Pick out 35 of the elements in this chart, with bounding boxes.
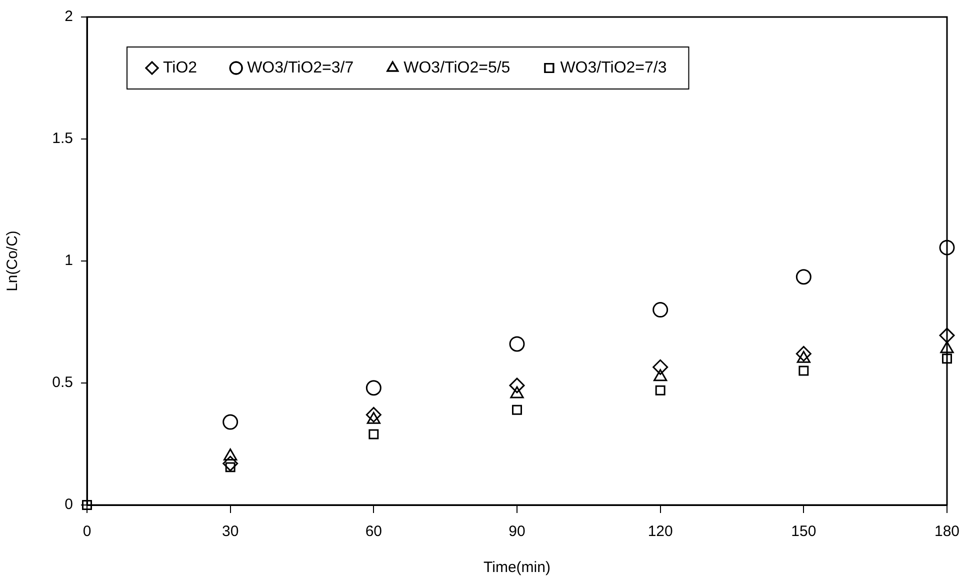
point bbox=[939, 328, 955, 344]
x-tick-label: 90 bbox=[508, 523, 526, 540]
point bbox=[796, 346, 812, 362]
legend-label: WO3/TiO2=3/7 bbox=[247, 59, 354, 76]
point bbox=[366, 406, 382, 422]
point bbox=[796, 269, 812, 285]
point bbox=[512, 404, 522, 415]
y-axis-title: Ln(Co/C) bbox=[4, 230, 22, 292]
point bbox=[942, 354, 952, 364]
point bbox=[509, 336, 525, 352]
point bbox=[368, 429, 379, 440]
y-tick-label: 0.5 bbox=[52, 374, 73, 392]
point bbox=[366, 380, 382, 396]
x-tick-label: 0 bbox=[82, 523, 92, 540]
point bbox=[222, 414, 238, 430]
x-tick-label: 150 bbox=[791, 523, 816, 540]
y-tick-label: 1 bbox=[64, 252, 73, 270]
x-tick-label: 60 bbox=[365, 523, 382, 540]
y-tick-label: 2 bbox=[64, 8, 73, 26]
x-tick-label: 120 bbox=[648, 523, 673, 540]
legend-label: TiO2 bbox=[163, 59, 198, 76]
y-tick-label: 0 bbox=[64, 496, 73, 514]
point bbox=[222, 456, 238, 472]
legend-label: WO3/TiO2=5/5 bbox=[404, 59, 510, 76]
point bbox=[939, 240, 955, 256]
point bbox=[509, 378, 525, 394]
point bbox=[652, 302, 668, 318]
y-tick-label: 1.5 bbox=[52, 130, 73, 148]
point bbox=[798, 366, 809, 376]
x-axis-title: Time(min) bbox=[484, 559, 550, 576]
x-tick-label: 180 bbox=[934, 523, 960, 540]
legend-label: WO3/TiO2=7/3 bbox=[560, 59, 667, 76]
point bbox=[655, 385, 666, 396]
x-tick-label: 30 bbox=[222, 523, 239, 540]
point bbox=[652, 359, 668, 375]
